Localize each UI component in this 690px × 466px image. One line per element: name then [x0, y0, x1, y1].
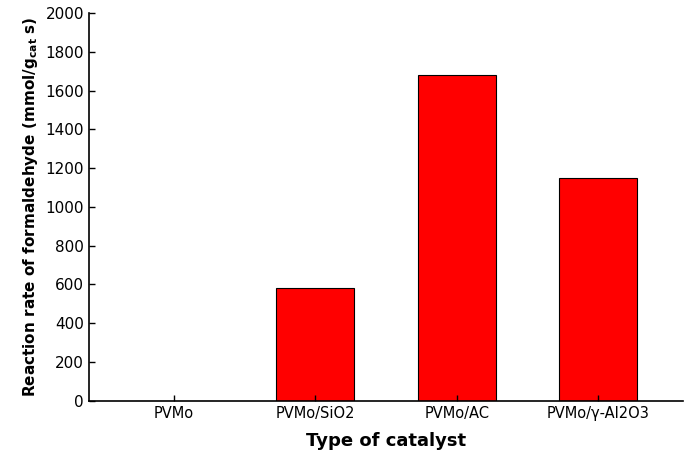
X-axis label: Type of catalyst: Type of catalyst [306, 432, 466, 450]
Y-axis label: Reaction rate of formaldehyde (mmol/g$_{\mathregular{cat}}$ s): Reaction rate of formaldehyde (mmol/g$_{… [21, 17, 40, 397]
Bar [417, 75, 495, 401]
Bar [276, 288, 354, 401]
Bar [560, 178, 637, 401]
